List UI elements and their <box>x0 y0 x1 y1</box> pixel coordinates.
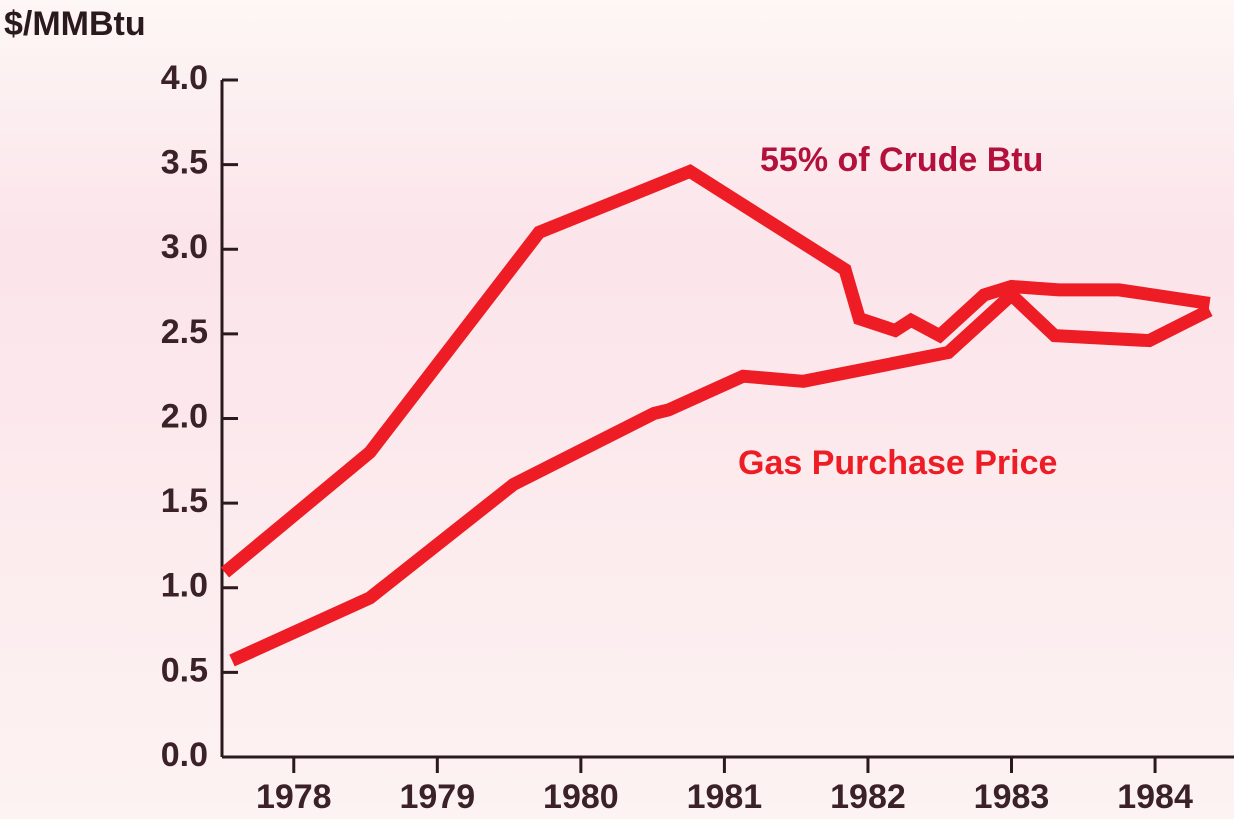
series-line <box>229 286 1213 667</box>
y-tick-label: 2.5 <box>161 313 208 351</box>
y-tick-label: 1.5 <box>161 482 208 520</box>
y-axis-title: $/MMBtu <box>4 5 146 43</box>
series-line <box>220 164 1211 578</box>
y-tick-label: 2.0 <box>161 397 208 435</box>
x-tick-label: 1979 <box>399 778 475 816</box>
x-tick-label: 1982 <box>830 778 906 816</box>
y-tick-label: 3.0 <box>161 228 208 266</box>
y-tick-label: 0.0 <box>161 736 208 774</box>
y-tick-label: 3.5 <box>161 144 208 182</box>
x-tick-label: 1978 <box>256 778 332 816</box>
annotation: Gas Purchase Price <box>738 444 1057 482</box>
y-tick-label: 1.0 <box>161 567 208 605</box>
x-tick-label: 1981 <box>687 778 763 816</box>
x-tick-label: 1980 <box>543 778 619 816</box>
x-tick-label: 1983 <box>974 778 1050 816</box>
annotation: 55% of Crude Btu <box>760 141 1043 179</box>
y-tick-label: 4.0 <box>161 59 208 97</box>
y-tick-label: 0.5 <box>161 651 208 689</box>
x-tick-label: 1984 <box>1117 778 1193 816</box>
